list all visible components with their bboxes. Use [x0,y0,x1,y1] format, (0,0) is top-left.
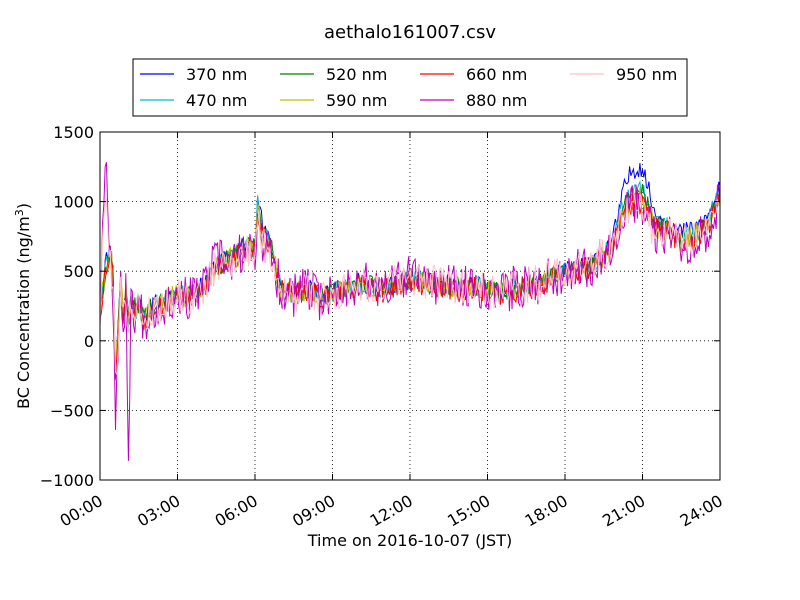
legend-label-950-nm: 950 nm [616,65,677,84]
y-tick-label: −1000 [40,471,94,490]
legend: 370 nm 470 nm 520 nm 590 nm 660 nm 880 nm 950 … [132,58,688,117]
x-axis-label: Time on 2016-10-07 (JST) [307,531,512,550]
legend-label-370-nm: 370 nm [186,65,247,84]
series-line-950-nm [100,193,720,376]
legend-label-660-nm: 660 nm [466,65,527,84]
legend-label-470-nm: 470 nm [186,91,247,110]
y-tick-label: −500 [50,401,94,420]
series-line-880-nm [100,162,720,461]
y-axis-label-tail: ) [14,203,33,209]
y-tick-label: 0 [84,332,94,351]
y-axis-label-main: BC Concentration (ng/m [14,216,33,409]
chart-title: aethalo161007.csv [324,22,496,43]
legend-label-590-nm: 590 nm [326,91,387,110]
series-layer [100,162,720,461]
y-axis-label: BC Concentration (ng/m3) [13,203,33,409]
y-tick-label: 1500 [53,123,94,142]
series-line-470-nm [100,179,720,381]
y-tick-label: 1000 [53,193,94,212]
y-tick-label: 500 [63,262,94,281]
legend-box [132,58,688,117]
grid-layer [100,132,720,480]
y-axis-label-superscript: 3 [13,209,26,216]
legend-label-880-nm: 880 nm [466,91,527,110]
legend-label-520-nm: 520 nm [326,65,387,84]
